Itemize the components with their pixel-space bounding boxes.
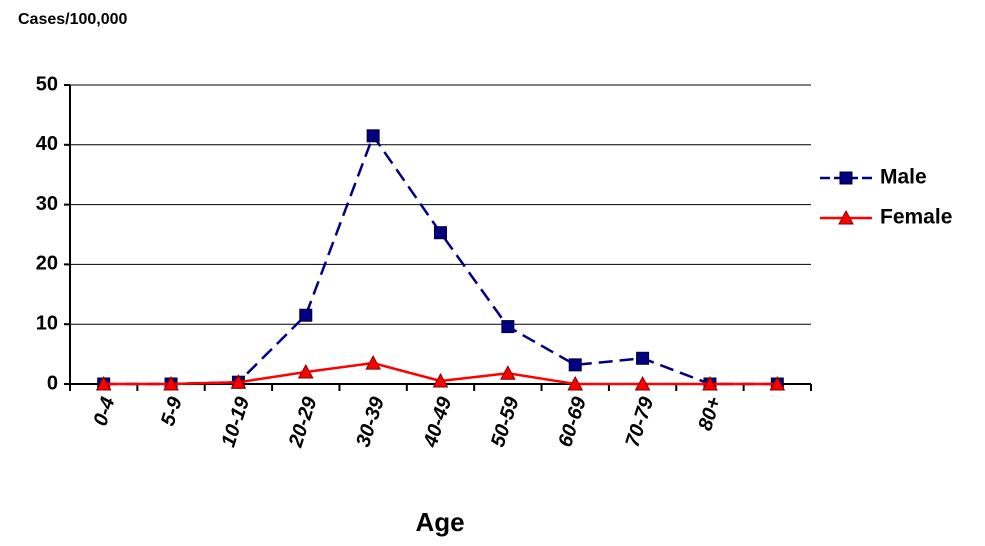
y-tick-label: 40	[36, 133, 58, 155]
legend-label: Female	[880, 206, 952, 229]
marker	[434, 226, 447, 240]
marker	[500, 365, 516, 380]
marker	[634, 375, 651, 391]
marker	[299, 308, 313, 322]
legend-label: Male	[880, 166, 927, 189]
marker	[432, 372, 449, 388]
x-axis-title: Age	[415, 507, 464, 537]
marker	[636, 351, 650, 365]
marker	[838, 209, 854, 225]
y-tick-label: 20	[36, 253, 58, 275]
y-tick-label: 10	[36, 312, 58, 334]
marker	[501, 320, 515, 334]
x-tick-label: 5-9	[157, 394, 187, 429]
x-tick-label: 80+	[694, 394, 726, 433]
marker	[163, 375, 179, 391]
marker	[297, 363, 314, 379]
marker	[769, 375, 786, 391]
x-tick-label: 60-69	[554, 394, 591, 450]
x-tick-label: 10-19	[217, 394, 254, 450]
y-axis-title: Cases/100,000	[18, 11, 128, 28]
marker	[95, 375, 112, 391]
marker	[365, 355, 381, 370]
marker	[567, 375, 584, 391]
series-line	[103, 133, 778, 386]
x-tick-label: 0-4	[90, 394, 120, 428]
y-tick-label: 0	[47, 372, 58, 394]
x-tick-label: 70-79	[622, 394, 659, 450]
y-tick-label: 50	[36, 73, 58, 95]
x-tick-label: 30-39	[352, 394, 389, 450]
x-tick-label: 40-49	[419, 394, 456, 451]
y-tick-label: 30	[36, 193, 58, 215]
x-tick-label: 20-29	[285, 394, 322, 451]
marker	[702, 375, 718, 391]
marker	[839, 171, 853, 185]
marker	[230, 374, 247, 389]
marker	[568, 358, 582, 372]
x-tick-label: 50-59	[487, 394, 524, 450]
marker	[366, 129, 380, 143]
